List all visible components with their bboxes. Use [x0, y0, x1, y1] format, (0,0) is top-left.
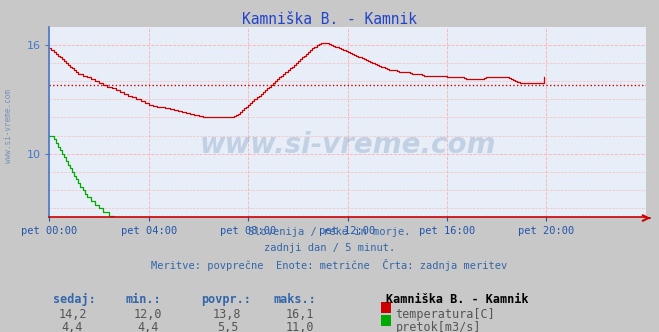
Text: 5,5: 5,5 [217, 321, 238, 332]
Text: 14,2: 14,2 [58, 308, 87, 321]
Text: pretok[m3/s]: pretok[m3/s] [395, 321, 481, 332]
Text: 16,1: 16,1 [285, 308, 314, 321]
Text: 4,4: 4,4 [138, 321, 159, 332]
Text: 4,4: 4,4 [62, 321, 83, 332]
Text: 13,8: 13,8 [213, 308, 242, 321]
Text: Kamniška B. - Kamnik: Kamniška B. - Kamnik [242, 12, 417, 27]
Text: povpr.:: povpr.: [201, 293, 251, 306]
Text: Meritve: povprečne  Enote: metrične  Črta: zadnja meritev: Meritve: povprečne Enote: metrične Črta:… [152, 259, 507, 271]
Text: www.si-vreme.com: www.si-vreme.com [4, 89, 13, 163]
Text: 11,0: 11,0 [285, 321, 314, 332]
Text: sedaj:: sedaj: [53, 293, 96, 306]
Text: zadnji dan / 5 minut.: zadnji dan / 5 minut. [264, 243, 395, 253]
Text: Slovenija / reke in morje.: Slovenija / reke in morje. [248, 227, 411, 237]
Text: 12,0: 12,0 [134, 308, 163, 321]
Text: min.:: min.: [125, 293, 161, 306]
Text: Kamniška B. - Kamnik: Kamniška B. - Kamnik [386, 293, 528, 306]
Text: www.si-vreme.com: www.si-vreme.com [200, 131, 496, 159]
Text: temperatura[C]: temperatura[C] [395, 308, 495, 321]
Text: maks.:: maks.: [273, 293, 316, 306]
